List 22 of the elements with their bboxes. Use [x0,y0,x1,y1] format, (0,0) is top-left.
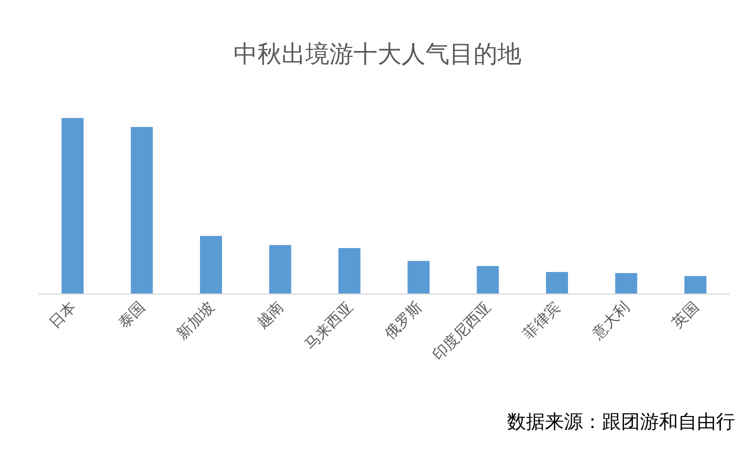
x-tick-label: 英国 [668,298,702,332]
bar [684,276,706,294]
bar [62,118,84,294]
bar [476,266,499,294]
x-tick-label: 新加坡 [173,298,218,343]
bar [338,248,360,294]
bar [269,245,292,294]
chart-title: 中秋出境游十大人气目的地 [234,40,522,68]
bar [408,260,430,294]
x-tick-label: 马来西亚 [301,298,356,354]
x-tick-label: 越南 [253,298,288,332]
x-tick-label: 日本 [45,298,80,332]
bar [200,236,222,294]
x-tick-label: 印度尼西亚 [428,298,495,364]
bar [546,272,568,294]
source-note: 数据来源：跟团游和自由行 [507,411,735,433]
x-tick-label: 泰国 [114,298,149,332]
x-tick-label: 意大利 [588,298,634,344]
x-tick-label: 菲律宾 [519,298,564,343]
bar [130,126,153,294]
bar [615,273,638,294]
x-tick-label: 俄罗斯 [380,298,426,343]
